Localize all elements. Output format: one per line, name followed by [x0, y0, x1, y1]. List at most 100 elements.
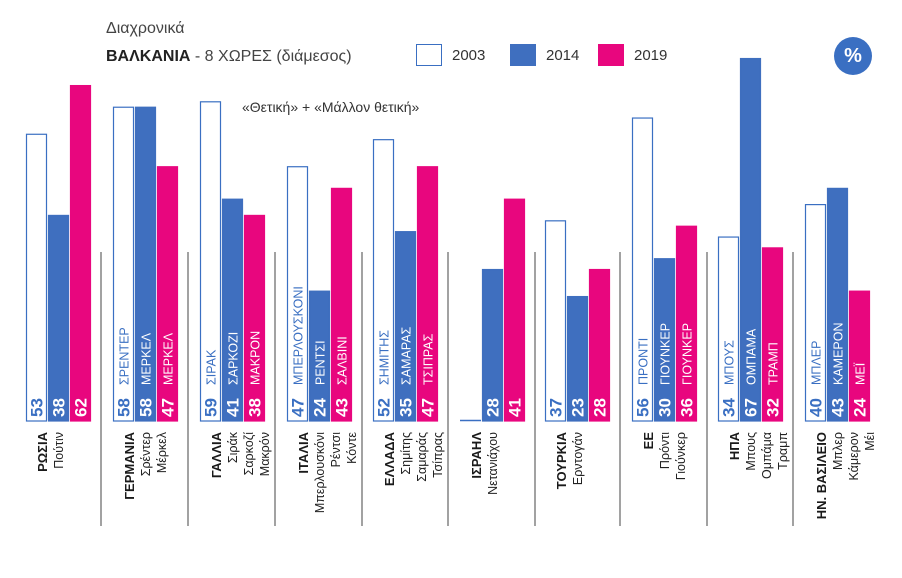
chart-title-line1: Διαχρονικά — [106, 20, 185, 37]
bar-value-label: 23 — [569, 398, 588, 417]
category-leader-label: Μπερλουσκόνι — [313, 432, 327, 513]
bar-value-label: 43 — [333, 398, 352, 417]
bar-2014 — [134, 106, 157, 422]
chart-subtitle: «Θετική» + «Μάλλον θετική» — [242, 99, 420, 115]
legend-swatch-2019 — [598, 44, 624, 66]
bar-leader-label: ΜΠΕΡΛΟΥΣΚΟΝΙ — [292, 286, 306, 385]
bar-2014 — [481, 268, 504, 422]
bar-leader-label: ΣΙΡΑΚ — [205, 349, 219, 385]
bar-value-label: 56 — [634, 398, 653, 417]
category-leader-label: Ερντογάν — [571, 432, 585, 485]
bar-2003 — [25, 133, 48, 422]
bar-2014 — [826, 187, 849, 422]
bar-leader-label: ΜΕΡΚΕΛ — [162, 332, 176, 385]
bar-value-label: 53 — [28, 398, 47, 417]
category-leader-label: Μπους — [744, 432, 758, 471]
category-leader-label: Ρέντσι — [329, 432, 343, 468]
bar-value-label: 59 — [202, 398, 221, 417]
bar-2019 — [503, 198, 526, 422]
bar-2014 — [308, 290, 331, 422]
bar-leader-label: ΣΡΕΝΤΕΡ — [118, 327, 132, 385]
bar-value-label: 40 — [807, 398, 826, 417]
bar-value-label: 32 — [764, 398, 783, 417]
bar-2014 — [394, 231, 417, 422]
category-country-label: ΕΕ — [641, 432, 656, 450]
legend-label-2003: 2003 — [452, 46, 486, 64]
chart-title-bold: ΒΑΛΚΑΝΙΑ — [106, 48, 191, 65]
category-leader-label: Μέρκελ — [155, 431, 169, 473]
bar-2014 — [566, 295, 589, 422]
bar-2003 — [199, 101, 222, 422]
percent-badge: % — [834, 37, 872, 75]
category-country-label: ΡΩΣΙΑ — [35, 431, 50, 472]
bar-2019 — [848, 290, 871, 422]
bar-value-label: 28 — [484, 398, 503, 417]
category-leader-label: Τραμπ — [776, 432, 790, 470]
bar-value-label: 38 — [246, 398, 265, 417]
bar-2003 — [112, 106, 135, 422]
bar-leader-label: ΜΕΪ — [854, 362, 868, 385]
bar-leader-label: ΜΠΟΥΣ — [723, 340, 737, 385]
bar-value-label: 62 — [72, 398, 91, 417]
chart-title-line2: ΒΑΛΚΑΝΙΑ - 8 ΧΩΡΕΣ (διάμεσος) — [106, 48, 352, 66]
category-country-label: ΙΤΑΛΙΑ — [296, 431, 311, 473]
bar-leader-label: ΤΡΑΜΠ — [767, 342, 781, 385]
bar-leader-label: ΤΣΙΠΡΑΣ — [422, 333, 436, 385]
category-leader-label: Πούτιν — [52, 432, 66, 469]
bar-2019 — [330, 187, 353, 422]
bar-value-label: 41 — [506, 398, 525, 417]
legend-item-2003: 2003 — [416, 44, 485, 66]
category-country-label: ΤΟΥΡΚΙΑ — [554, 431, 569, 489]
bar-value-label: 58 — [115, 398, 134, 417]
category-leader-label: Μπλερ — [831, 432, 845, 470]
bar-value-label: 35 — [397, 398, 416, 417]
bar-2014 — [653, 258, 676, 422]
category-leader-label: Μέι — [863, 432, 877, 451]
category-leader-label: Σιράκ — [226, 431, 240, 463]
category-country-label: ΕΛΛΑΔΑ — [382, 431, 397, 486]
bar-value-label: 24 — [851, 398, 870, 417]
bar-2019 — [675, 225, 698, 422]
bar-value-label: 52 — [375, 398, 394, 417]
bar-leader-label: ΣΗΜΙΤΗΣ — [378, 330, 392, 385]
chart-title-rest: - 8 ΧΩΡΕΣ (διάμεσος) — [190, 48, 352, 65]
bar-value-label: 58 — [137, 398, 156, 417]
category-leader-label: Σρέντερ — [139, 432, 153, 476]
category-country-label: ΓΕΡΜΑΝΙΑ — [122, 431, 137, 499]
category-country-label: ΙΣΡΑΗΛ — [469, 432, 484, 479]
bar-value-label: 34 — [720, 398, 739, 417]
bar-value-label: 28 — [591, 398, 610, 417]
legend-swatch-2003 — [416, 44, 442, 66]
bar-leader-label: ΡΕΝΤΣΙ — [314, 340, 328, 385]
bar-2003 — [372, 139, 395, 422]
category-leader-label: Ομπάμα — [760, 432, 774, 479]
bar-value-label: 24 — [311, 398, 330, 417]
category-leader-label: Πρόντι — [658, 432, 672, 469]
bar-value-label: 37 — [547, 398, 566, 417]
bar-leader-label: ΜΠΛΕΡ — [810, 341, 824, 385]
bar-2003 — [286, 166, 309, 422]
bar-2003 — [804, 204, 827, 422]
legend-label-2014: 2014 — [546, 46, 580, 64]
bar-2019 — [761, 247, 784, 422]
bar-2019 — [243, 214, 266, 422]
bar-value-label: 30 — [656, 398, 675, 417]
bar-value-label: 47 — [159, 398, 178, 417]
bar-value-label: 36 — [678, 398, 697, 417]
bar-leader-label: ΚΑΜΕΡΟΝ — [832, 322, 846, 385]
bar-value-label: 47 — [289, 398, 308, 417]
bar-2003 — [544, 220, 567, 422]
bar-value-label: 47 — [419, 398, 438, 417]
category-leader-label: Μακρόν — [258, 432, 272, 476]
bar-2014 — [47, 214, 70, 422]
category-leader-label: Γιούνκερ — [674, 432, 688, 480]
bar-leader-label: ΣΑΡΚΟΖΙ — [227, 332, 241, 385]
bar-value-label: 43 — [829, 398, 848, 417]
category-leader-label: Νετανιάχου — [486, 432, 500, 495]
bar-2019 — [588, 268, 611, 422]
bar-value-label: 67 — [742, 398, 761, 417]
category-country-label: ΗΝ. ΒΑΣΙΛΕΙΟ — [814, 432, 829, 519]
bar-value-label: 41 — [224, 398, 243, 417]
legend-swatch-2014 — [510, 44, 536, 66]
category-leader-label: Σαμαράς — [415, 432, 429, 482]
